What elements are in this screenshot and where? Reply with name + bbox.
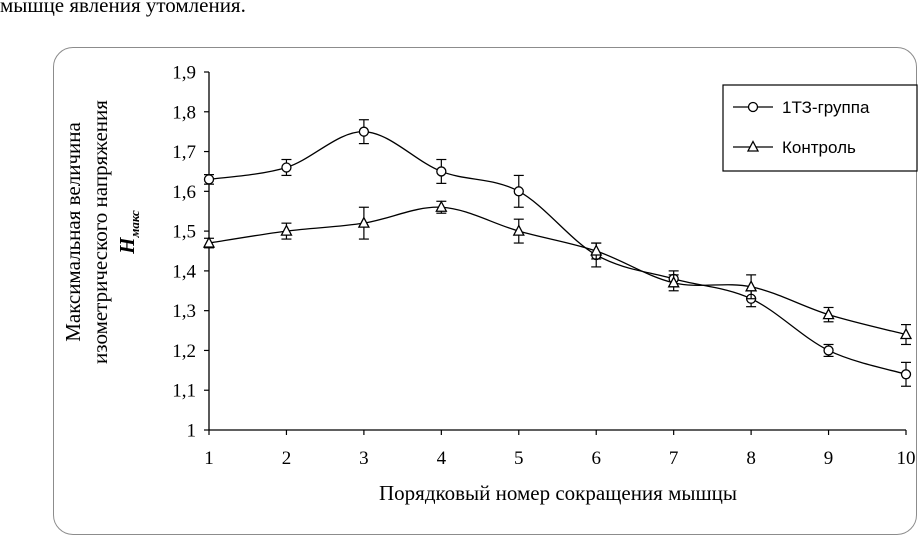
- data-point-triangle: [202, 236, 216, 248]
- data-point-circle: [823, 345, 834, 356]
- y-axis-title-line-1: Максимальная величина: [61, 122, 85, 342]
- legend-box: [722, 84, 918, 172]
- y-tick-label: 1,8: [172, 102, 196, 123]
- x-tick-label: 7: [669, 448, 679, 469]
- x-tick-labels: 1 2 3 4 5 6 7 8 9 10: [204, 448, 915, 469]
- series-line: [208, 206, 907, 336]
- x-tick-label: 3: [359, 448, 369, 469]
- data-point-triangle: [435, 200, 448, 212]
- y-axis-symbol: H: [115, 237, 139, 255]
- data-point-circle: [203, 174, 215, 185]
- data-point-triangle: [357, 216, 370, 228]
- legend-label-2: Контроль: [782, 138, 856, 157]
- legend-marker-circle: [747, 101, 759, 113]
- data-point-triangle: [899, 327, 913, 340]
- x-tick-label: 5: [514, 448, 524, 469]
- x-axis-title: Порядковый номер сокращения мышцы: [379, 481, 737, 505]
- y-axis-subscript: макс: [127, 210, 142, 238]
- x-tick-label: 9: [824, 448, 834, 469]
- x-tick-label: 8: [746, 448, 756, 469]
- y-axis-title-line-2: изометрического напряжения: [88, 100, 112, 364]
- y-tick-label: 1,7: [172, 142, 196, 163]
- y-tick-label: 1,4: [172, 261, 196, 282]
- data-point-triangle: [590, 244, 603, 256]
- legend-label-1: 1ТЗ-группа: [782, 98, 870, 117]
- series-1: [203, 119, 912, 387]
- series: [202, 119, 913, 387]
- data-point-triangle: [745, 279, 758, 292]
- x-tick-label: 1: [204, 448, 214, 469]
- y-tick-labels: 1 1,1 1,2 1,3 1,4 1,5 1,6 1,7 1,8 1,9: [172, 63, 196, 442]
- y-tick-label: 1,3: [172, 301, 196, 322]
- data-point-triangle: [280, 224, 293, 236]
- data-point-triangle: [822, 307, 835, 320]
- x-tick-label: 10: [897, 448, 916, 469]
- y-tick-label: 1,6: [172, 182, 196, 203]
- top-text: мышце явления утомления.: [0, 0, 246, 17]
- x-tick-label: 2: [282, 448, 292, 469]
- y-tick-label: 1,9: [172, 63, 196, 84]
- data-point-circle: [900, 369, 912, 380]
- y-tick-label: 1,5: [172, 222, 196, 243]
- x-tick-label: 4: [437, 448, 447, 469]
- series-2: [202, 200, 913, 346]
- chart-frame: [53, 47, 917, 535]
- data-point-triangle: [667, 275, 680, 288]
- y-tick-label: 1,2: [172, 341, 196, 362]
- data-point-triangle: [512, 224, 525, 236]
- y-tick-label: 1,1: [172, 381, 196, 402]
- axes: [204, 71, 907, 435]
- legend-marker-triangle: [746, 140, 760, 152]
- y-axis-title: Максимальная величина изометрического на…: [61, 100, 142, 364]
- legend: 1ТЗ-группа Контроль: [722, 84, 918, 172]
- data-point-circle: [281, 162, 292, 173]
- data-point-circle: [358, 126, 370, 137]
- series-line: [208, 131, 907, 375]
- data-point-circle: [513, 186, 524, 197]
- data-point-circle: [436, 166, 447, 177]
- x-tick-label: 6: [591, 448, 601, 469]
- y-tick-label: 1: [187, 421, 197, 442]
- y-axis-title-symbol: Hмакс: [115, 210, 142, 255]
